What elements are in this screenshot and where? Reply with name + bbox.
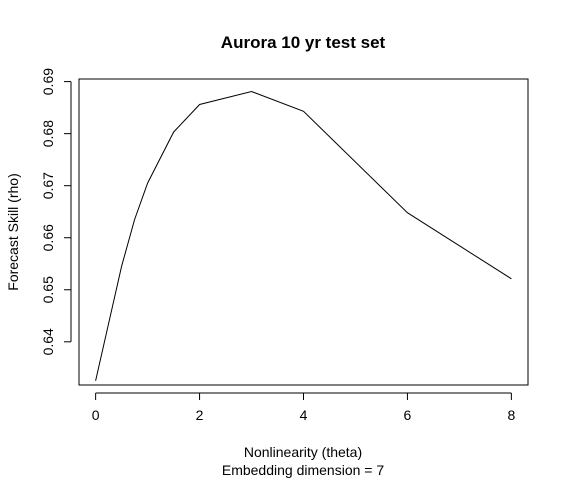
y-tick-label: 0.65 [40, 276, 56, 303]
x-tick-label: 0 [92, 407, 100, 423]
chart-subtitle: Embedding dimension = 7 [222, 462, 384, 478]
x-tick-label: 6 [404, 407, 412, 423]
series-line [95, 90, 512, 381]
y-tick-label: 0.68 [40, 120, 56, 147]
y-axis: 0.64 0.65 0.66 0.67 0.68 0.69 [40, 68, 72, 355]
x-axis-label: Nonlinearity (theta) [244, 444, 362, 460]
chart-title: Aurora 10 yr test set [221, 33, 386, 52]
x-tick-label: 2 [196, 407, 204, 423]
y-tick-label: 0.69 [40, 68, 56, 95]
plot-frame [78, 78, 529, 386]
y-axis-label: Forecast Skill (rho) [5, 173, 21, 290]
x-axis: 0 2 4 6 8 [92, 392, 515, 423]
y-tick-label: 0.66 [40, 224, 56, 251]
x-tick-label: 8 [507, 407, 515, 423]
x-tick-label: 4 [300, 407, 308, 423]
y-tick-label: 0.64 [40, 328, 56, 355]
y-tick-label: 0.67 [40, 172, 56, 199]
